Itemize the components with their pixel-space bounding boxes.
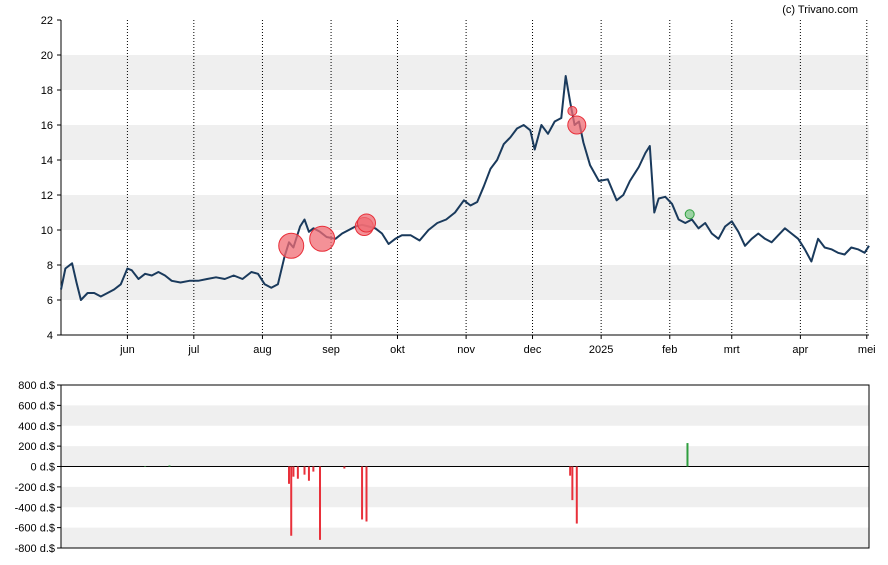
sell-marker bbox=[278, 232, 305, 259]
price-line bbox=[60, 75, 870, 301]
volume-y-tick-label: 200 d.$ bbox=[18, 441, 55, 453]
sell-marker bbox=[309, 225, 336, 252]
volume-grid-band bbox=[61, 405, 869, 426]
price-y-tick-label: 22 bbox=[41, 15, 53, 27]
volume-y-tick-label: -200 d.$ bbox=[15, 482, 55, 494]
price-y-tick-label: 10 bbox=[41, 225, 53, 237]
price-y-tick-label: 12 bbox=[41, 190, 53, 202]
copyright-text: (c) Trivano.com bbox=[782, 4, 858, 16]
buy-marker bbox=[684, 209, 695, 220]
price-y-tick-label: 20 bbox=[41, 50, 53, 62]
x-tick-label: aug bbox=[253, 344, 271, 356]
volume-y-tick-label: -400 d.$ bbox=[15, 502, 55, 514]
volume-y-tick-label: 0 d.$ bbox=[31, 462, 55, 474]
sell-marker bbox=[567, 106, 578, 116]
volume-y-tick-label: 600 d.$ bbox=[18, 400, 55, 412]
x-tick-label: sep bbox=[322, 344, 340, 356]
x-tick-label: apr bbox=[792, 344, 808, 356]
price-y-tick-label: 14 bbox=[41, 155, 53, 167]
x-tick-label: jun bbox=[119, 344, 135, 356]
x-tick-label: jul bbox=[187, 344, 199, 356]
volume-y-tick-label: 800 d.$ bbox=[18, 380, 55, 392]
volume-y-tick-label: -600 d.$ bbox=[15, 523, 55, 535]
x-tick-label: okt bbox=[390, 344, 405, 356]
price-y-tick-label: 6 bbox=[47, 295, 53, 307]
volume-grid-band bbox=[61, 527, 869, 548]
x-tick-label: nov bbox=[457, 344, 475, 356]
price-grid-band bbox=[61, 125, 869, 160]
sell-marker bbox=[567, 115, 587, 135]
price-grid-band bbox=[61, 265, 869, 300]
x-tick-label: 2025 bbox=[589, 344, 613, 356]
volume-grid-band bbox=[61, 486, 869, 508]
x-tick-label: mrt bbox=[724, 344, 740, 356]
sell-marker bbox=[356, 213, 376, 233]
x-tick-label: feb bbox=[662, 344, 677, 356]
price-grid-band bbox=[61, 55, 869, 90]
x-tick-label: mei bbox=[858, 344, 876, 356]
volume-y-tick-label: 400 d.$ bbox=[18, 421, 55, 433]
price-y-tick-label: 8 bbox=[47, 260, 53, 272]
volume-y-tick-label: -800 d.$ bbox=[15, 543, 55, 555]
price-y-tick-label: 16 bbox=[41, 120, 53, 132]
x-tick-label: dec bbox=[524, 344, 542, 356]
price-y-tick-label: 4 bbox=[47, 330, 53, 342]
price-y-tick-label: 18 bbox=[41, 85, 53, 97]
volume-grid-band bbox=[61, 446, 869, 467]
volume-chart-panel: 800 d.$ 600 d.$ 400 d.$ 200 d.$ 0 d.$ -200 d.… bbox=[15, 380, 870, 555]
price-chart-panel: jun jul aug sep okt nov dec 2025 feb mrt apr mei 4 6 8… bbox=[41, 15, 876, 356]
